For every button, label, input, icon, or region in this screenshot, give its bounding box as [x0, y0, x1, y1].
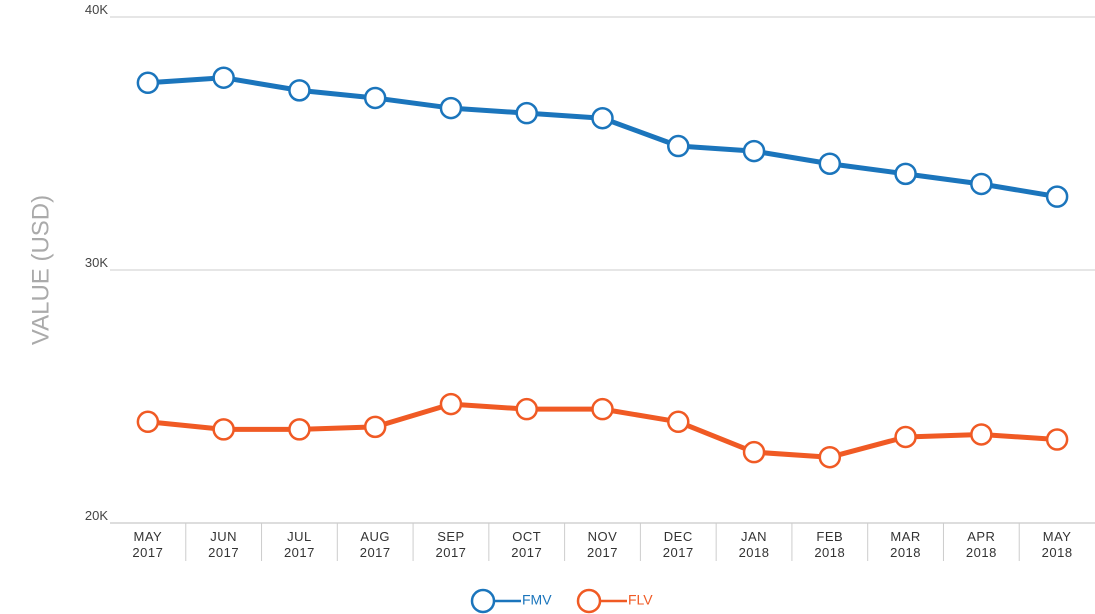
x-tick-label: JUL 2017	[283, 529, 315, 560]
y-tick-label: 20K	[85, 508, 108, 523]
x-tick-label: SEP 2017	[435, 529, 467, 560]
data-point	[1045, 428, 1069, 451]
x-tick-label: FEB 2018	[814, 529, 846, 560]
data-point	[818, 445, 842, 469]
y-tick-label: 30K	[85, 255, 108, 270]
data-point	[970, 423, 993, 446]
x-tick-label: DEC 2017	[662, 529, 694, 560]
y-axis-title: VALUE (USD)	[27, 195, 54, 345]
series-line	[147, 75, 1058, 200]
data-point	[591, 106, 614, 130]
data-point	[363, 415, 387, 439]
x-tick-label: AUG 2017	[359, 529, 391, 560]
x-tick-label: OCT 2017	[511, 529, 543, 560]
data-point	[363, 86, 387, 110]
data-point	[515, 101, 538, 125]
legend-marker	[576, 588, 602, 614]
data-point	[667, 134, 690, 158]
y-tick-label: 40K	[85, 2, 108, 17]
x-tick-label: MAR 2018	[890, 529, 922, 560]
data-point	[288, 79, 311, 102]
legend-label: FMV	[522, 592, 552, 608]
data-point	[894, 425, 917, 449]
data-point	[515, 397, 538, 421]
legend-marker	[470, 588, 496, 614]
data-point	[894, 162, 917, 186]
legend-label: FLV	[628, 592, 653, 608]
data-point	[212, 66, 235, 89]
x-tick-label: MAY 2018	[1041, 529, 1073, 560]
data-point	[742, 139, 766, 163]
x-tick-label: JUN 2017	[208, 529, 240, 560]
data-point	[439, 392, 463, 416]
data-point	[742, 440, 766, 464]
data-point	[439, 96, 463, 120]
data-point	[212, 418, 235, 441]
data-point	[591, 397, 614, 421]
data-point	[136, 410, 160, 434]
data-point	[288, 418, 311, 441]
x-tick-label: MAY 2017	[132, 529, 164, 560]
x-tick-label: APR 2018	[965, 529, 997, 560]
data-point	[1045, 185, 1069, 208]
data-point	[136, 71, 160, 95]
data-point	[667, 410, 690, 434]
data-point	[818, 152, 842, 175]
data-point	[970, 172, 993, 196]
x-tick-label: NOV 2017	[587, 529, 618, 560]
x-tick-label: JAN 2018	[738, 529, 770, 560]
